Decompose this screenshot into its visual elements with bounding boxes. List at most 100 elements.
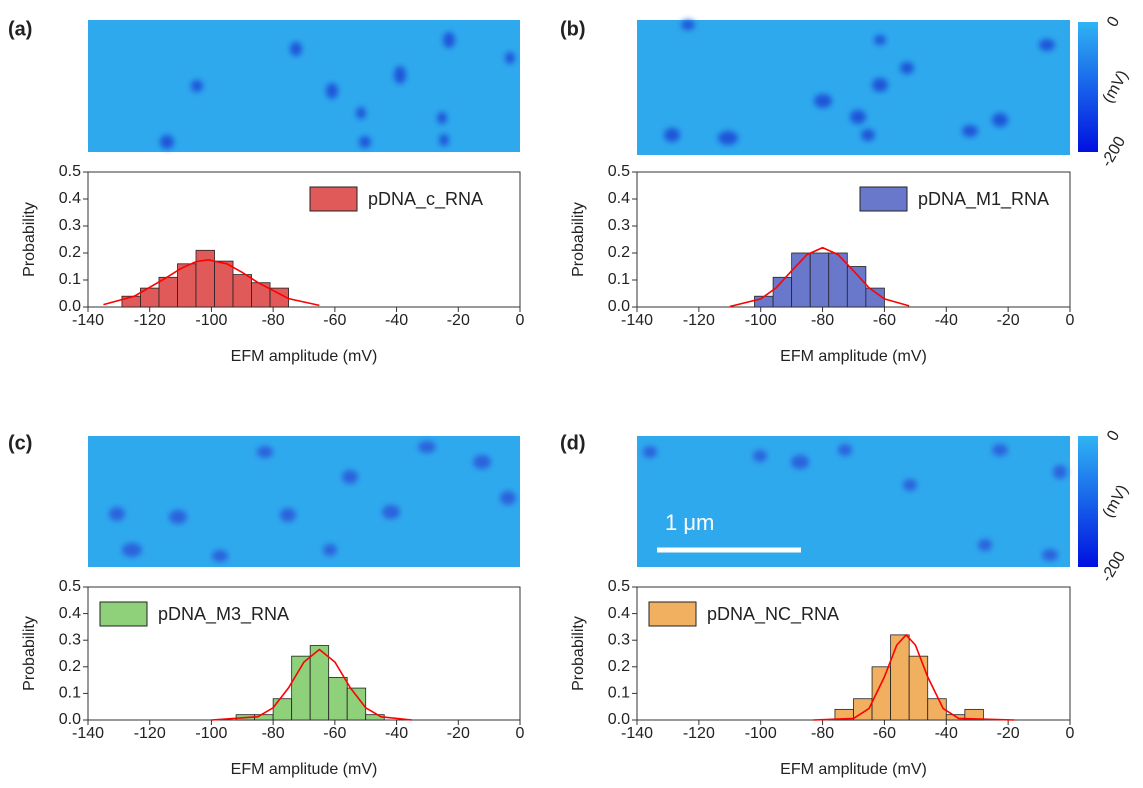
- x-tick-label: -140: [72, 725, 104, 742]
- y-tick-label: 0.2: [59, 244, 81, 261]
- efm-image: [637, 436, 1070, 567]
- colorbar: [1078, 22, 1098, 152]
- panel-label: (a): [8, 18, 32, 40]
- y-tick-label: 0.0: [59, 298, 81, 315]
- y-tick-label: 0.2: [59, 658, 81, 675]
- y-axis-label: Probability: [570, 202, 587, 277]
- x-tick-label: -20: [997, 725, 1020, 742]
- histogram-bar: [232, 274, 252, 308]
- fit-curve: [211, 648, 413, 721]
- x-tick-label: -100: [745, 312, 777, 329]
- y-tick-label: 0.0: [608, 711, 630, 728]
- colorbar-tick-label: -200: [1098, 134, 1129, 170]
- x-tick-label: -100: [745, 725, 777, 742]
- legend-swatch: [859, 186, 908, 212]
- y-tick-label: 0.1: [59, 685, 81, 702]
- histogram-bar: [871, 666, 892, 721]
- y-axis-label: Probability: [21, 616, 38, 691]
- x-tick-label: -40: [935, 725, 958, 742]
- efm-image: [88, 436, 520, 567]
- y-tick-label: 0.1: [608, 271, 630, 288]
- y-tick-label: 0.0: [608, 298, 630, 315]
- x-tick-label: -140: [621, 312, 653, 329]
- x-tick-label: 0: [1066, 312, 1075, 329]
- y-tick-label: 0.0: [59, 711, 81, 728]
- x-tick-label: -80: [811, 725, 834, 742]
- legend-label: pDNA_M1_RNA: [918, 189, 1049, 210]
- x-tick-label: -100: [195, 312, 227, 329]
- x-tick-label: -40: [385, 312, 408, 329]
- y-tick-label: 0.4: [608, 605, 630, 622]
- x-tick-label: -60: [323, 725, 346, 742]
- x-tick-label: -120: [683, 312, 715, 329]
- panel-label: (c): [8, 432, 32, 454]
- panel-label: (d): [560, 432, 586, 454]
- fit-curve: [103, 258, 320, 307]
- y-tick-label: 0.3: [59, 217, 81, 234]
- y-tick-label: 0.4: [59, 605, 81, 622]
- colorbar-tick-label: 0: [1104, 14, 1123, 30]
- fit-curve: [813, 633, 1015, 721]
- y-tick-label: 0.4: [59, 190, 81, 207]
- x-tick-label: -20: [997, 312, 1020, 329]
- x-tick-label: -20: [447, 725, 470, 742]
- x-axis-label: EFM amplitude (mV): [780, 761, 927, 778]
- x-tick-label: -60: [873, 312, 896, 329]
- x-tick-label: -120: [134, 312, 166, 329]
- x-axis-label: EFM amplitude (mV): [780, 348, 927, 365]
- legend-swatch: [309, 186, 358, 212]
- histogram-bar: [328, 677, 348, 721]
- histogram-bar: [195, 249, 215, 308]
- histogram-bar: [346, 687, 367, 721]
- histogram-bar: [964, 708, 984, 721]
- legend-label: pDNA_M3_RNA: [158, 604, 289, 625]
- histogram-bar: [908, 655, 929, 721]
- y-axis-label: Probability: [570, 616, 587, 691]
- x-tick-label: -80: [262, 312, 285, 329]
- colorbar-label: (mV): [1100, 68, 1132, 107]
- fit-curve: [729, 246, 910, 308]
- x-tick-label: -60: [323, 312, 346, 329]
- colorbar: [1078, 436, 1098, 567]
- histogram-bar: [251, 282, 271, 308]
- x-tick-label: -120: [134, 725, 166, 742]
- histogram-bar: [158, 276, 178, 308]
- x-axis-label: EFM amplitude (mV): [231, 761, 378, 778]
- histogram-bar: [272, 698, 293, 721]
- y-tick-label: 0.5: [59, 578, 81, 595]
- legend-label: pDNA_NC_RNA: [707, 604, 839, 625]
- histogram-bar: [309, 645, 330, 721]
- x-tick-label: -140: [621, 725, 653, 742]
- y-tick-label: 0.5: [608, 578, 630, 595]
- x-tick-label: -60: [873, 725, 896, 742]
- y-tick-label: 0.5: [59, 163, 81, 180]
- efm-image: [88, 20, 520, 152]
- histogram-bar: [846, 266, 867, 308]
- x-tick-label: -20: [447, 312, 470, 329]
- x-tick-label: -40: [385, 725, 408, 742]
- y-tick-label: 0.3: [608, 631, 630, 648]
- efm-image: [637, 20, 1070, 155]
- y-tick-label: 0.3: [59, 631, 81, 648]
- x-tick-label: -100: [195, 725, 227, 742]
- x-tick-label: 0: [1066, 725, 1075, 742]
- panel-label: (b): [560, 18, 586, 40]
- x-tick-label: -80: [262, 725, 285, 742]
- legend-swatch: [648, 601, 697, 627]
- y-tick-label: 0.1: [59, 271, 81, 288]
- y-tick-label: 0.2: [608, 244, 630, 261]
- histogram-bar: [177, 263, 197, 308]
- x-axis-label: EFM amplitude (mV): [231, 348, 378, 365]
- histogram-bar: [754, 295, 774, 308]
- legend-label: pDNA_c_RNA: [368, 189, 483, 210]
- x-tick-label: 0: [516, 725, 525, 742]
- y-tick-label: 0.5: [608, 163, 630, 180]
- colorbar-tick-label: 0: [1104, 428, 1123, 444]
- histogram-bar: [214, 260, 234, 308]
- x-tick-label: 0: [516, 312, 525, 329]
- histogram-bar: [865, 287, 885, 308]
- y-tick-label: 0.2: [608, 658, 630, 675]
- x-tick-label: -120: [683, 725, 715, 742]
- histogram-bar: [269, 287, 289, 308]
